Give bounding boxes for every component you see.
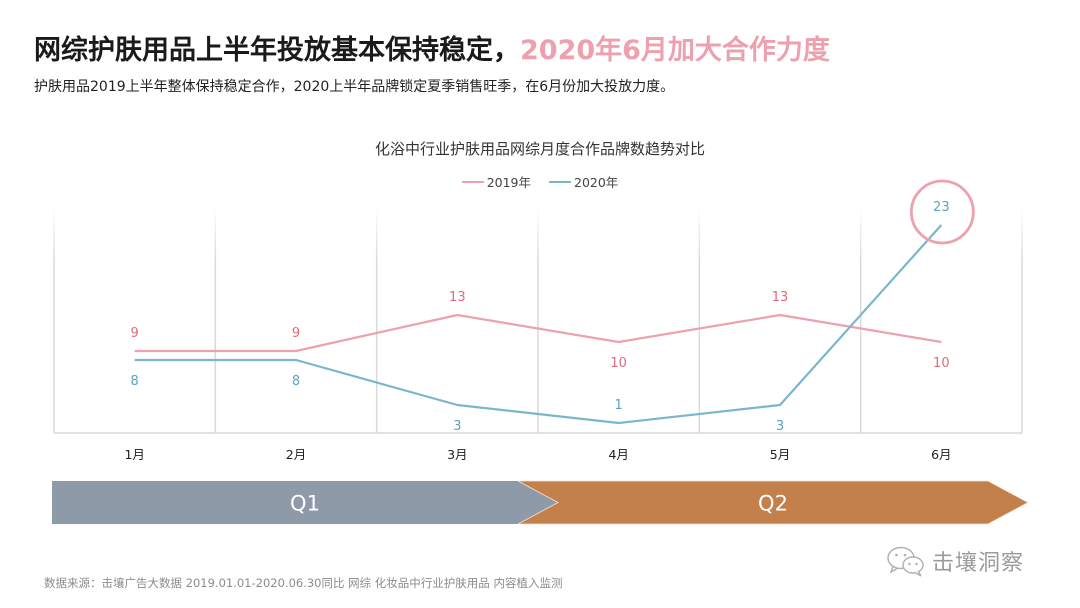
x-tick-label: 1月 bbox=[124, 447, 144, 462]
legend-item-2019[interactable]: 2019年 bbox=[461, 172, 531, 191]
data-label: 23 bbox=[933, 200, 950, 215]
timeline-q2-bar bbox=[517, 480, 1029, 525]
chart-grid bbox=[53, 205, 1023, 434]
data-label: 3 bbox=[453, 419, 461, 434]
legend-swatch-2019 bbox=[461, 180, 484, 183]
page-headline: 网综护肤用品上半年投放基本保持稳定，2020年6月加大合作力度 bbox=[34, 28, 830, 67]
x-tick-label: 6月 bbox=[931, 447, 951, 462]
headline-accent: 2020年6月加大合作力度 bbox=[520, 35, 830, 66]
grid-line bbox=[1021, 205, 1023, 433]
legend-swatch-2020 bbox=[549, 180, 571, 183]
data-label: 9 bbox=[292, 326, 300, 341]
chart-highlight bbox=[909, 179, 975, 245]
grid-line bbox=[214, 205, 217, 433]
chart-series bbox=[134, 224, 943, 425]
grid-line bbox=[537, 205, 539, 433]
data-source-note: 数据来源：击壤广告大数据 2019.01.01-2020.06.30同比 网综 … bbox=[44, 576, 563, 590]
timeline-label-q1: Q1 bbox=[290, 492, 320, 516]
chart-legend: 2019年 2020年 bbox=[0, 172, 1080, 191]
timeline-q1-bar bbox=[52, 481, 558, 524]
legend-item-2020[interactable]: 2020年 bbox=[549, 172, 618, 191]
grid-line bbox=[375, 205, 378, 433]
data-label: 8 bbox=[292, 374, 300, 389]
page-subtitle: 护肤用品2019上半年整体保持稳定合作，2020上半年品牌锁定夏季销售旺季，在6… bbox=[34, 79, 675, 95]
timeline-label-q2: Q2 bbox=[758, 492, 788, 516]
data-label: 10 bbox=[933, 356, 950, 371]
data-label: 10 bbox=[610, 356, 627, 371]
highlight-circle bbox=[909, 179, 975, 245]
legend-label-2020: 2020年 bbox=[574, 175, 619, 190]
data-label: 1 bbox=[615, 398, 623, 413]
data-label: 3 bbox=[776, 419, 784, 434]
headline-main: 网综护肤用品上半年投放基本保持稳定， bbox=[34, 35, 520, 66]
brand-watermark: 击壤洞察 bbox=[886, 544, 1024, 578]
series-line-2019[interactable] bbox=[134, 313, 942, 353]
data-label: 8 bbox=[131, 374, 139, 389]
grid-line bbox=[859, 205, 862, 433]
series-line-2020[interactable] bbox=[134, 224, 943, 425]
x-tick-label: 5月 bbox=[770, 447, 790, 462]
x-tick-label: 2月 bbox=[286, 447, 306, 462]
grid-line bbox=[698, 205, 701, 433]
legend-label-2019: 2019年 bbox=[486, 175, 531, 190]
x-tick-label: 4月 bbox=[608, 447, 628, 462]
chart-x-ticks: 1月 2月 3月 4月 5月 6月 bbox=[124, 447, 951, 462]
wechat-icon bbox=[887, 546, 924, 577]
x-tick-label: 3月 bbox=[447, 447, 467, 462]
brand-name: 击壤洞察 bbox=[932, 551, 1025, 576]
data-label: 9 bbox=[131, 326, 139, 341]
chart-title: 化浴中行业护肤用品网综月度合作品牌数趋势对比 bbox=[374, 140, 705, 158]
data-label: 13 bbox=[772, 290, 789, 305]
grid-line bbox=[53, 205, 55, 433]
data-label: 13 bbox=[449, 290, 466, 305]
